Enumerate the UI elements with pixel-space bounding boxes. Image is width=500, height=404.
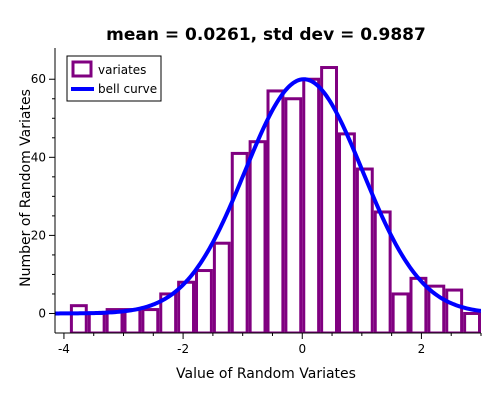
histogram-bar [320,66,339,333]
histogram-bar [427,284,446,333]
y-tick-label: 60 [31,72,46,86]
bell-curve-line [55,77,481,316]
y-tick-label: 20 [31,228,46,242]
histogram-bar [212,241,231,333]
histogram-bar [105,308,124,333]
histogram-bar [230,151,249,333]
histogram-bar [69,304,88,333]
plot-area [55,66,481,333]
histogram-bar [266,89,285,333]
x-tick-label: 0 [298,342,306,356]
histogram-bar [355,167,374,333]
x-tick-label: -4 [58,342,70,356]
histogram-bar [123,308,142,333]
y-tick-label: 0 [38,306,46,320]
y-tick-label: 40 [31,150,46,164]
histogram-bar [141,308,160,333]
legend-variates-swatch [71,60,93,78]
chart-title: mean = 0.0261, std dev = 0.9887 [106,25,426,45]
legend-variates-label: variates [98,63,146,77]
x-tick-label: -2 [177,342,189,356]
x-axis-label: Value of Random Variates [176,366,356,382]
histogram-bar [195,269,213,333]
histogram-bar [391,292,410,333]
histogram-bar [87,311,106,333]
histogram-bar [445,288,464,333]
histogram-bar [302,77,321,333]
legend: variates bell curve [66,55,162,102]
histogram-bar [248,140,267,333]
histogram-bar [284,97,303,333]
x-tick-label: 2 [418,342,426,356]
histogram-bar [177,280,196,333]
plot-marks [55,66,481,333]
histogram-bar [338,132,356,333]
y-axis-label: Number of Random Variates [18,89,34,287]
legend-bell-curve-label: bell curve [98,82,157,96]
histogram-bar [463,311,481,333]
